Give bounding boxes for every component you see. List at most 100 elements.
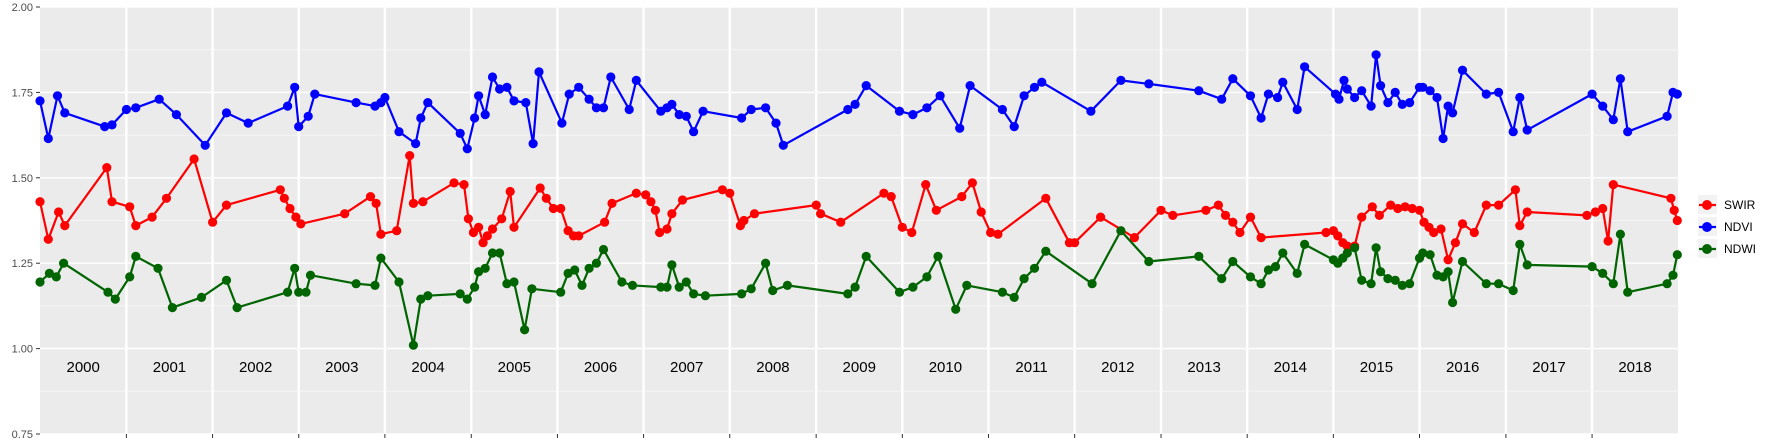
data-point-swir xyxy=(509,222,519,232)
data-point-ndvi xyxy=(1615,74,1625,84)
data-point-ndwi xyxy=(455,289,465,299)
data-point-swir xyxy=(1096,212,1106,222)
data-point-ndvi xyxy=(598,103,609,113)
data-point-ndvi xyxy=(1608,115,1618,125)
data-point-swir xyxy=(125,202,135,212)
data-point-ndvi xyxy=(107,120,117,130)
data-point-ndvi xyxy=(283,101,293,111)
data-point-swir xyxy=(816,209,826,219)
data-point-ndvi xyxy=(394,127,404,137)
data-point-ndwi xyxy=(487,248,498,258)
data-point-ndvi xyxy=(591,103,602,113)
data-point-ndvi xyxy=(480,110,490,120)
legend-label-swir: SWIR xyxy=(1724,198,1756,212)
data-point-ndwi xyxy=(1144,256,1154,267)
data-point-swir xyxy=(1598,203,1608,214)
data-point-ndvi xyxy=(1334,94,1344,104)
data-point-swir xyxy=(1481,200,1491,210)
data-point-ndvi xyxy=(1371,50,1381,60)
data-point-swir xyxy=(60,221,70,231)
year-label: 2009 xyxy=(843,359,876,376)
data-point-ndwi xyxy=(1217,274,1227,284)
data-point-ndvi xyxy=(1019,91,1029,101)
data-point-swir xyxy=(1333,231,1343,241)
data-point-ndwi xyxy=(423,291,433,301)
data-point-ndvi xyxy=(290,82,300,92)
data-point-swir xyxy=(1407,203,1417,214)
data-point-ndwi xyxy=(1425,250,1435,260)
data-point-ndwi xyxy=(768,285,778,296)
data-point-swir xyxy=(405,151,415,161)
data-point-swir xyxy=(548,203,559,214)
data-point-swir xyxy=(1367,202,1377,212)
data-point-ndwi xyxy=(1194,251,1204,261)
data-point-ndvi xyxy=(43,133,53,144)
legend-marker-swir xyxy=(1702,200,1712,210)
data-point-ndvi xyxy=(584,94,594,104)
data-point-ndwi xyxy=(283,287,293,297)
data-point-swir xyxy=(662,224,672,234)
data-point-ndvi xyxy=(1598,101,1608,111)
data-point-ndvi xyxy=(534,67,544,77)
data-point-ndwi xyxy=(1608,279,1618,289)
data-point-swir xyxy=(161,193,172,203)
series-layer xyxy=(35,50,1682,350)
data-point-ndvi xyxy=(1522,125,1532,135)
data-point-swir xyxy=(1256,233,1266,243)
data-point-ndwi xyxy=(1515,239,1525,249)
data-point-ndvi xyxy=(908,110,918,120)
data-point-swir xyxy=(1582,210,1592,220)
data-point-ndwi xyxy=(1357,275,1367,285)
data-point-swir xyxy=(1374,210,1384,220)
data-point-swir xyxy=(1603,236,1613,246)
data-point-ndvi xyxy=(509,96,519,106)
data-point-ndvi xyxy=(1397,99,1407,109)
data-point-swir xyxy=(371,198,381,208)
data-point-ndwi xyxy=(44,268,55,278)
data-point-swir xyxy=(556,203,566,214)
data-point-swir xyxy=(1522,207,1532,217)
data-point-swir xyxy=(487,224,498,234)
data-point-ndvi xyxy=(243,118,253,128)
data-point-ndwi xyxy=(167,303,177,313)
data-point-swir xyxy=(677,195,688,205)
data-point-ndvi xyxy=(861,81,871,91)
year-label: 2006 xyxy=(584,359,617,376)
data-point-ndwi xyxy=(1397,280,1407,290)
data-point-ndvi xyxy=(1515,92,1525,103)
data-point-swir xyxy=(1321,227,1331,238)
data-point-swir xyxy=(1672,215,1682,226)
data-point-ndwi xyxy=(570,265,580,275)
data-point-ndwi xyxy=(689,289,699,299)
data-point-ndwi xyxy=(1350,243,1360,253)
data-point-ndwi xyxy=(1668,270,1678,280)
data-point-ndwi xyxy=(1300,239,1310,249)
data-point-ndwi xyxy=(1278,248,1288,258)
data-point-ndvi xyxy=(965,81,975,91)
data-point-ndvi xyxy=(1194,86,1204,96)
data-point-ndvi xyxy=(495,84,505,94)
data-point-ndvi xyxy=(1273,92,1283,103)
data-point-ndvi xyxy=(455,128,465,138)
data-point-ndwi xyxy=(1448,297,1458,308)
data-point-ndvi xyxy=(997,104,1008,115)
data-point-swir xyxy=(482,231,492,241)
data-point-ndwi xyxy=(861,251,871,261)
data-point-ndvi xyxy=(1300,62,1310,72)
data-point-swir xyxy=(189,154,199,164)
data-point-ndwi xyxy=(221,275,232,285)
data-point-ndvi xyxy=(674,110,684,120)
data-point-ndvi xyxy=(423,98,433,108)
year-labels: 2000 2001 2002 2003 2004 2005 2006 2007 2008 2009… xyxy=(67,359,1652,376)
data-point-swir xyxy=(459,180,469,190)
data-point-ndvi xyxy=(631,75,641,85)
data-point-ndwi xyxy=(1342,248,1352,258)
data-point-ndwi xyxy=(1405,279,1415,289)
data-point-swir xyxy=(147,212,157,222)
year-label: 2011 xyxy=(1015,359,1047,376)
data-point-ndwi xyxy=(1615,229,1625,239)
data-point-ndwi xyxy=(1263,265,1273,275)
data-point-ndvi xyxy=(303,111,313,121)
y-tick-label: 0.75 xyxy=(12,429,33,441)
data-point-swir xyxy=(107,197,117,207)
